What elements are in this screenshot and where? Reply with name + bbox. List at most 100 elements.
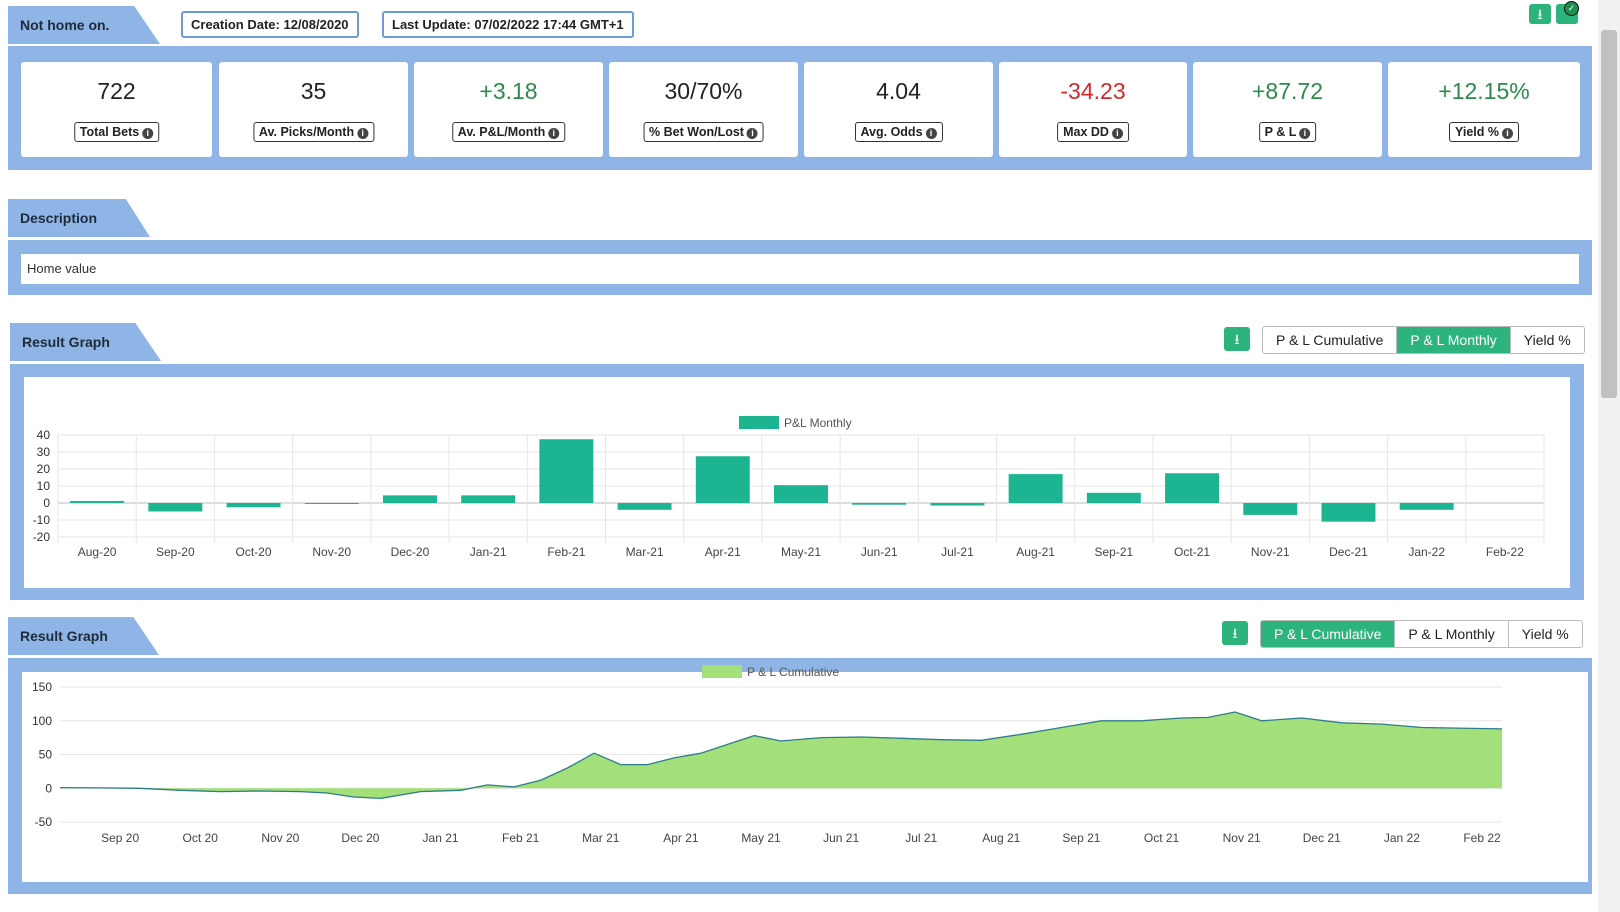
y-tick-label: -10 — [33, 513, 51, 527]
x-tick-label: May-21 — [781, 545, 821, 559]
x-tick-label: Feb-21 — [547, 545, 585, 559]
toggle-yield[interactable]: Yield % — [1523, 332, 1571, 348]
info-icon[interactable]: i — [1502, 128, 1513, 139]
bar — [1399, 503, 1454, 510]
info-icon[interactable]: i — [142, 128, 154, 139]
x-tick-label: Nov-20 — [312, 545, 351, 559]
toggle-pl-cumulative[interactable]: P & L Cumulative — [1261, 621, 1396, 647]
stat-label[interactable]: Av. Picks/Month i — [252, 122, 375, 142]
stat-card: 4.04 Avg. Odds i — [804, 62, 993, 157]
x-tick-label: May 21 — [741, 831, 781, 845]
info-icon[interactable]: i — [746, 128, 758, 139]
graph1-panel: P&L Monthly 40 30 20 10 0 -10 -20 Aug-20 Sep-20 Oc… — [24, 377, 1570, 588]
creation-date-pill: Creation Date: 12/08/2020 — [181, 11, 359, 38]
x-tick-label: Oct 20 — [183, 831, 219, 845]
download-icon: ⭳ — [1537, 6, 1543, 22]
stat-label[interactable]: % Bet Won/Lost i — [643, 122, 764, 142]
stat-label[interactable]: Av. P&L/Month i — [451, 122, 566, 142]
x-tick-label: Mar-21 — [626, 545, 664, 559]
bar — [774, 485, 828, 503]
x-tick-label: Jun-21 — [861, 545, 898, 559]
toggle-pl-cumulative[interactable]: P & L Cumulative — [1263, 327, 1398, 353]
x-tick-label: Dec-20 — [391, 545, 430, 559]
info-icon[interactable]: i — [1299, 128, 1311, 139]
stat-value: +12.15% — [1438, 78, 1530, 104]
download-icon: ⭳ — [1234, 331, 1240, 347]
stat-label[interactable]: Yield % i — [1449, 122, 1519, 142]
stat-card: +12.15% Yield % i — [1388, 62, 1580, 157]
x-tick-label: Mar 21 — [582, 831, 620, 845]
x-tick-label: Aug-20 — [78, 545, 117, 559]
legend-label: P & L Cumulative — [747, 665, 839, 679]
bar — [1086, 492, 1141, 503]
x-tick-label: Jan-21 — [470, 545, 507, 559]
x-tick-label: Sep-21 — [1094, 545, 1133, 559]
stat-label-text: P & L — [1264, 125, 1297, 139]
stat-value: 35 — [300, 78, 327, 104]
y-tick-label: 0 — [45, 781, 52, 795]
description-title: Description — [20, 210, 98, 226]
y-tick-label: 30 — [37, 445, 51, 459]
bar — [1165, 473, 1220, 503]
y-tick-label: 0 — [43, 496, 50, 510]
stat-value: 722 — [97, 78, 136, 104]
result-graph-tab-2: Result Graph — [8, 617, 159, 655]
graph2-download-button[interactable]: ⭳ — [1222, 621, 1248, 645]
stat-label[interactable]: Avg. Odds i — [854, 122, 943, 142]
info-icon[interactable]: i — [1111, 128, 1123, 139]
x-tick-label: Apr-21 — [705, 545, 741, 559]
stat-label-text: Yield % — [1455, 125, 1499, 139]
toggle-pl-monthly[interactable]: P & L Monthly — [1395, 621, 1509, 647]
stat-value: 4.04 — [876, 78, 921, 104]
x-tick-label: Sep 20 — [101, 831, 139, 845]
y-tick-label: 50 — [39, 748, 53, 762]
stat-card: +3.18 Av. P&L/Month i — [414, 62, 603, 157]
stat-label-text: Av. Picks/Month — [258, 125, 355, 139]
x-tick-label: Dec-21 — [1329, 545, 1368, 559]
x-tick-label: Feb-22 — [1486, 545, 1524, 559]
page-scrollbar-thumb[interactable] — [1601, 30, 1617, 398]
pl-monthly-chart: P&L Monthly 40 30 20 10 0 -10 -20 Aug-20 Sep-20 Oc… — [33, 416, 1545, 559]
y-tick-label: 20 — [37, 462, 51, 476]
x-tick-label: Dec 21 — [1303, 831, 1341, 845]
x-tick-label: Nov-21 — [1251, 545, 1290, 559]
x-tick-label: Feb 21 — [502, 831, 540, 845]
stat-label[interactable]: Total Bets i — [73, 122, 160, 142]
x-tick-label: Jul 21 — [905, 831, 937, 845]
download-button[interactable]: ⭳ — [1529, 4, 1551, 24]
bar — [70, 500, 125, 503]
info-icon[interactable]: i — [357, 128, 369, 139]
x-tick-label: Feb 22 — [1463, 831, 1501, 845]
stat-label[interactable]: Max DD i — [1057, 122, 1129, 142]
graph1-download-button[interactable]: ⭳ — [1224, 327, 1250, 351]
bar — [148, 503, 203, 512]
toggle-yield[interactable]: Yield % — [1521, 626, 1569, 642]
result-graph-title-1: Result Graph — [22, 334, 110, 350]
creation-date: Creation Date: 12/08/2020 — [191, 17, 349, 32]
check-button[interactable]: ✓ — [1556, 1, 1579, 24]
x-tick-label: Dec 20 — [341, 831, 379, 845]
stat-label-text: % Bet Won/Lost — [649, 125, 744, 139]
stat-value: +87.72 — [1252, 78, 1323, 104]
graph2-toggle-group: P & L Cumulative P & L Monthly Yield % — [1260, 620, 1583, 648]
stat-card: 30/70% % Bet Won/Lost i — [609, 62, 798, 157]
description-value: Home value — [27, 261, 97, 276]
stat-card: 35 Av. Picks/Month i — [219, 62, 408, 157]
pl-cumulative-chart: 150 100 50 0 -50 Sep 20 Oct 20 Nov 20 Dec 20 Jan … — [32, 665, 1503, 845]
stat-value: 30/70% — [664, 78, 743, 104]
x-tick-label: Jan 22 — [1384, 831, 1420, 845]
y-tick-label: -50 — [35, 815, 53, 829]
description-text: Home value — [21, 254, 1579, 284]
x-tick-label: Jan 21 — [423, 831, 459, 845]
x-tick-label: Apr 21 — [663, 831, 699, 845]
x-tick-label: Nov 20 — [261, 831, 299, 845]
toggle-pl-monthly[interactable]: P & L Monthly — [1397, 327, 1511, 353]
info-icon[interactable]: i — [925, 128, 937, 139]
x-tick-label: Jun 21 — [823, 831, 859, 845]
last-update-pill: Last Update: 07/02/2022 17:44 GMT+1 — [382, 11, 634, 38]
info-icon[interactable]: i — [548, 128, 560, 139]
bar — [1008, 474, 1063, 503]
legend-swatch — [702, 665, 742, 678]
stat-value: -34.23 — [1060, 78, 1126, 104]
